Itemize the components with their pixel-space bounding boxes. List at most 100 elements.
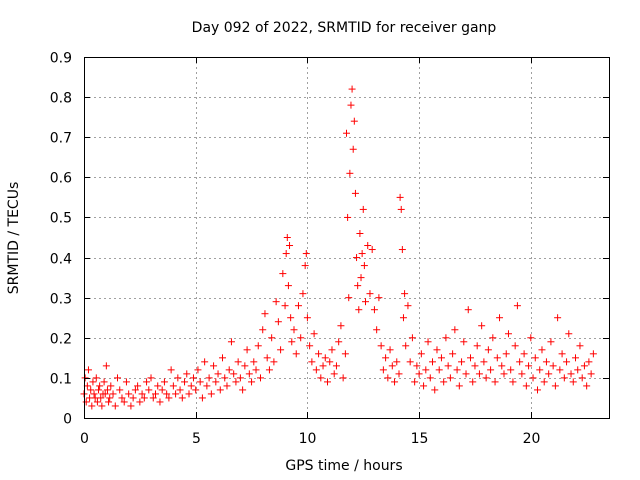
data-point <box>388 362 396 370</box>
data-point <box>585 358 593 366</box>
data-point <box>163 390 171 398</box>
data-point <box>569 378 577 386</box>
data-point <box>87 386 95 394</box>
data-point <box>453 366 461 374</box>
data-point <box>422 366 430 374</box>
data-point <box>424 338 432 346</box>
data-point <box>283 234 291 241</box>
data-point <box>219 354 227 362</box>
data-point <box>317 374 325 382</box>
data-point <box>531 354 539 362</box>
data-point <box>236 374 244 382</box>
data-point <box>398 246 406 254</box>
data-point <box>183 370 191 378</box>
data-point <box>589 350 597 358</box>
data-point <box>88 402 96 410</box>
data-point <box>335 338 343 346</box>
data-point <box>455 382 463 390</box>
data-point <box>529 374 537 382</box>
data-point <box>160 378 168 386</box>
data-point <box>413 362 421 370</box>
data-point <box>111 402 119 410</box>
data-point <box>120 398 128 406</box>
data-point <box>292 350 300 358</box>
data-point <box>401 290 409 298</box>
data-point <box>415 370 423 378</box>
data-point <box>105 398 113 406</box>
y-tick-labels: 0 0.1 0.2 0.3 0.4 0.5 0.6 0.7 0.8 0.9 <box>50 51 72 428</box>
data-point <box>558 350 566 358</box>
data-point <box>386 346 394 354</box>
data-point <box>350 117 358 125</box>
y-axis-label: SRMTID / TECUs <box>6 182 22 295</box>
y-tick-label: 0.3 <box>50 292 72 308</box>
data-point <box>449 350 457 358</box>
data-point <box>491 378 499 386</box>
data-point <box>97 394 105 402</box>
data-point <box>156 398 164 406</box>
data-point <box>349 145 357 153</box>
data-point <box>312 366 320 374</box>
data-point <box>207 390 215 398</box>
data-point <box>571 354 579 362</box>
data-point <box>442 334 450 342</box>
data-point <box>145 386 153 394</box>
data-point <box>265 366 273 374</box>
data-point <box>417 350 425 358</box>
data-point <box>106 394 114 402</box>
data-point <box>138 390 146 398</box>
data-point <box>84 366 92 374</box>
x-tick-label: 5 <box>192 431 201 447</box>
data-point <box>560 374 568 382</box>
data-point <box>116 386 124 394</box>
data-point <box>379 366 387 374</box>
data-point <box>93 398 101 406</box>
data-point <box>538 346 546 354</box>
data-point <box>411 378 419 386</box>
data-point <box>127 402 135 410</box>
data-point <box>408 334 416 342</box>
data-point <box>469 378 477 386</box>
data-point <box>140 394 148 402</box>
data-point <box>248 378 256 386</box>
data-point <box>109 390 117 398</box>
data-point <box>431 386 439 394</box>
y-tick-label: 0.9 <box>50 51 72 67</box>
data-point <box>154 382 162 390</box>
data-point <box>471 362 479 370</box>
data-point <box>525 362 533 370</box>
data-point <box>284 282 292 290</box>
data-point <box>306 342 314 350</box>
data-point <box>201 358 209 366</box>
data-point <box>169 382 177 390</box>
data-point <box>321 354 329 362</box>
data-point <box>520 350 528 358</box>
data-point <box>556 366 564 374</box>
data-point <box>364 242 372 250</box>
data-point <box>294 302 302 310</box>
data-point <box>480 358 488 366</box>
data-point <box>509 378 517 386</box>
x-tick-label: 15 <box>411 431 429 447</box>
data-point <box>299 290 307 298</box>
data-point <box>185 390 193 398</box>
data-point <box>565 330 573 338</box>
data-point <box>221 374 229 382</box>
data-point <box>107 382 115 390</box>
data-point <box>366 290 374 298</box>
data-point <box>277 346 285 354</box>
data-point <box>440 378 448 386</box>
data-point <box>203 382 211 390</box>
data-point <box>189 374 197 382</box>
data-point <box>576 342 584 350</box>
y-tick-label: 0.2 <box>50 332 72 348</box>
grid <box>84 57 609 418</box>
data-point <box>302 250 310 258</box>
y-tick-label: 0.6 <box>50 171 72 187</box>
data-point <box>96 382 104 390</box>
data-point <box>332 362 340 370</box>
data-point <box>194 366 202 374</box>
data-point <box>451 326 459 334</box>
data-point <box>158 386 166 394</box>
